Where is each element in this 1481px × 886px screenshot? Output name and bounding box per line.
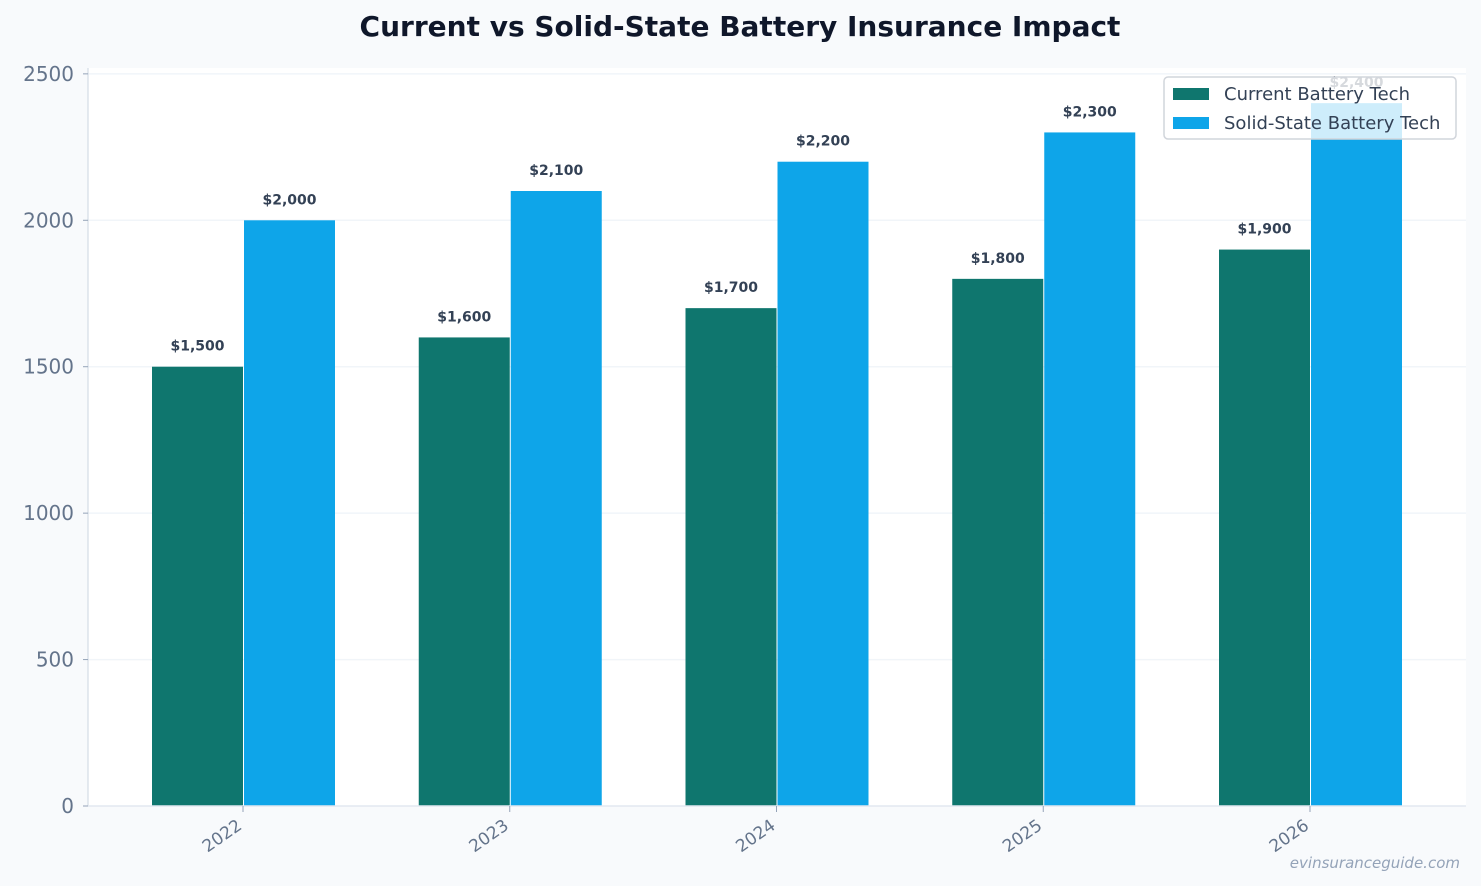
y-tick-label: 0 — [61, 794, 74, 818]
bar — [685, 308, 777, 806]
y-tick-label: 1500 — [23, 355, 74, 379]
bar — [952, 278, 1044, 806]
data-label: $2,000 — [262, 192, 316, 208]
x-tick-label: 2022 — [199, 816, 246, 857]
x-tick-label: 2023 — [466, 816, 513, 857]
data-label: $2,300 — [1063, 104, 1117, 120]
data-label: $1,800 — [971, 251, 1025, 267]
watermark-text: evinsuranceguide.com — [1290, 854, 1460, 872]
y-tick-label: 500 — [36, 648, 74, 672]
y-tick-label: 2500 — [23, 62, 74, 86]
legend-swatch — [1173, 88, 1209, 100]
legend-swatch — [1173, 117, 1209, 129]
legend-label: Solid-State Battery Tech — [1224, 113, 1440, 134]
x-tick-label: 2026 — [1266, 816, 1313, 857]
data-label: $1,500 — [170, 339, 224, 355]
data-label: $2,100 — [529, 163, 583, 179]
bar — [418, 337, 510, 806]
chart-title: Current vs Solid-State Battery Insurance… — [360, 10, 1121, 43]
y-tick-label: 2000 — [23, 208, 74, 232]
bar — [1311, 103, 1402, 806]
data-label: $1,600 — [437, 309, 491, 325]
bar — [510, 191, 602, 806]
bar — [244, 220, 335, 807]
data-label: $1,700 — [704, 280, 758, 296]
data-label: $2,200 — [796, 134, 850, 150]
x-tick-label: 2024 — [732, 816, 779, 857]
legend-label: Current Battery Tech — [1224, 84, 1410, 105]
legend-box — [1163, 76, 1457, 140]
bar — [1044, 132, 1136, 806]
bar — [1219, 249, 1310, 807]
data-label: $1,900 — [1237, 222, 1291, 238]
x-tick-label: 2025 — [999, 816, 1046, 857]
y-tick-label: 1000 — [23, 501, 74, 525]
bar — [777, 161, 869, 806]
bar — [152, 366, 243, 806]
